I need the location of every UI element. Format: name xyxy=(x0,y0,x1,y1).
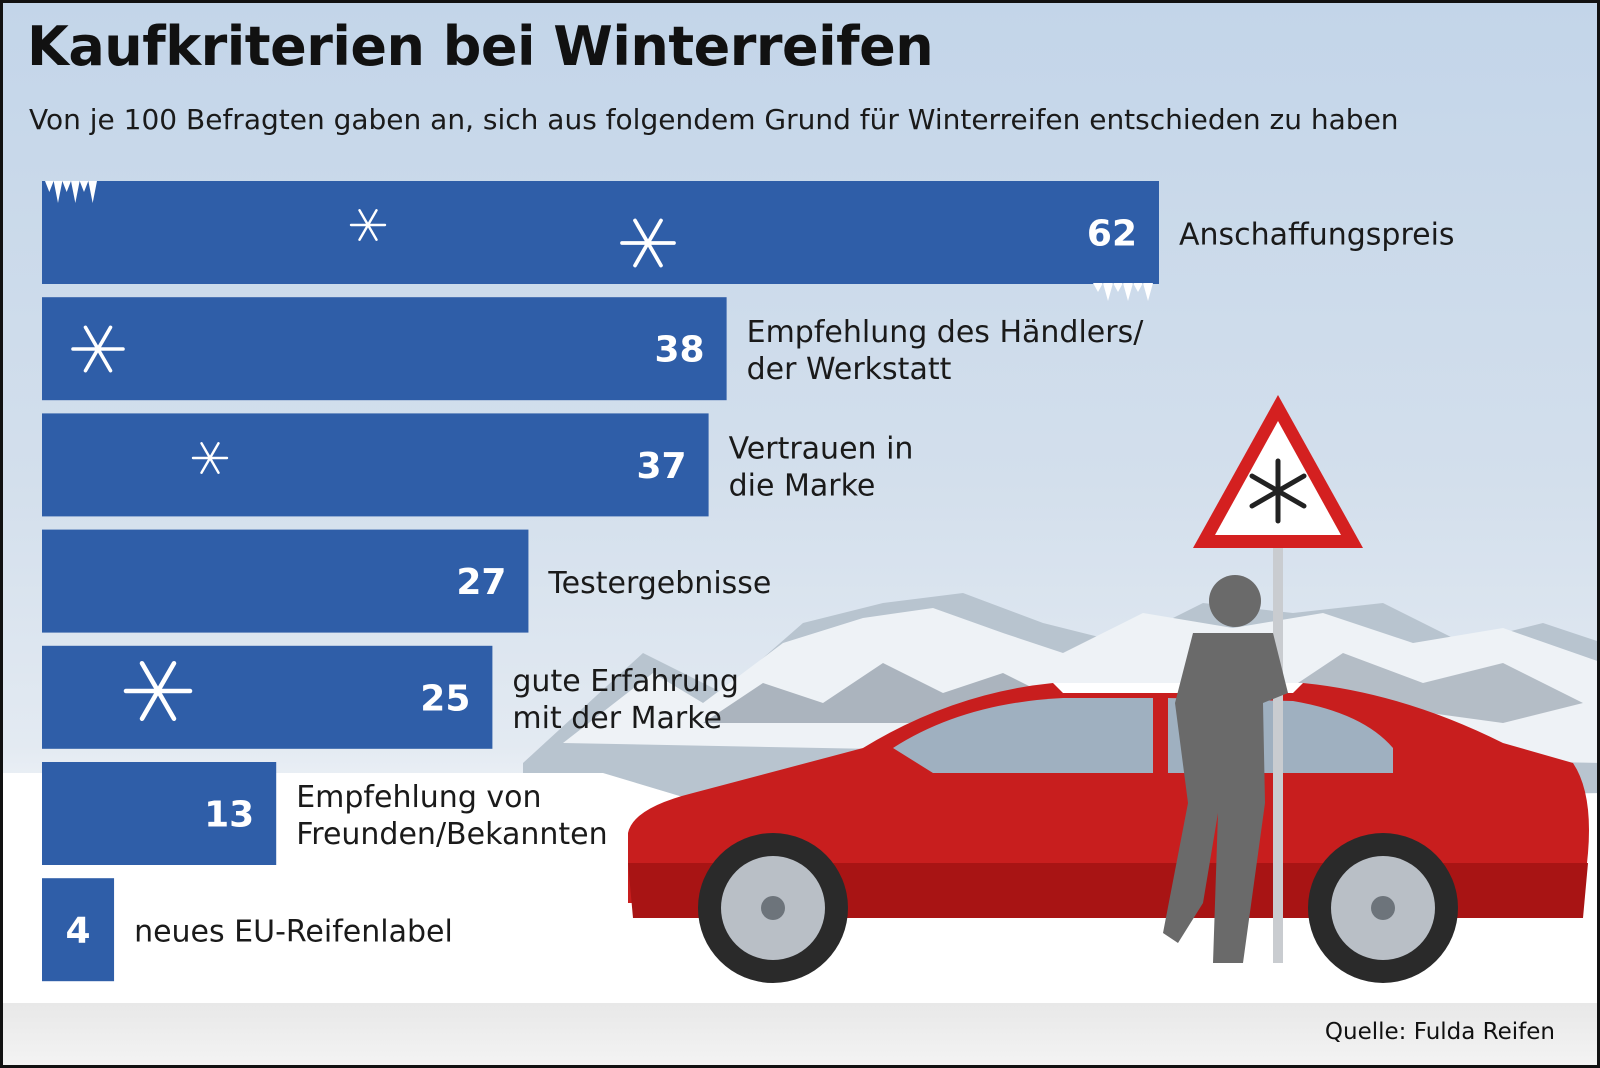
category-label: Empfehlung des Händlers/ xyxy=(747,315,1145,350)
person-silhouette xyxy=(1163,575,1288,963)
snowflake-icon xyxy=(620,218,676,268)
snowflake-icon xyxy=(71,325,125,373)
category-label: Freunden/Bekannten xyxy=(296,817,607,852)
page-subtitle: Von je 100 Befragten gaben an, sich aus … xyxy=(29,103,1399,136)
category-label: der Werkstatt xyxy=(747,352,952,387)
bar-1 xyxy=(42,181,1159,284)
snowflake-icon xyxy=(349,209,387,241)
bottom-strip xyxy=(3,1003,1597,1065)
bar-value-label: 62 xyxy=(1087,214,1137,255)
snowflake-icon xyxy=(191,442,229,474)
icicle-icon xyxy=(45,181,1153,301)
bar-value-label: 27 xyxy=(456,562,506,603)
category-label: die Marke xyxy=(729,468,876,503)
bar-5 xyxy=(42,645,493,749)
bar-value-label: 37 xyxy=(636,446,686,487)
bar-4 xyxy=(42,529,529,633)
category-label: Testergebnisse xyxy=(547,566,771,601)
bar-value-label: 25 xyxy=(420,678,470,719)
bar-2 xyxy=(42,297,727,401)
category-label: neues EU-Reifenlabel xyxy=(134,915,453,950)
category-label: Empfehlung von xyxy=(296,780,541,815)
category-label: mit der Marke xyxy=(512,701,722,736)
category-label: Vertrauen in xyxy=(729,431,914,466)
bar-value-label: 13 xyxy=(204,795,254,836)
bar-3 xyxy=(42,413,709,517)
warning-sign-icon xyxy=(1193,395,1363,963)
category-label: Anschaffungspreis xyxy=(1179,218,1455,253)
snowflake-icon xyxy=(123,661,193,721)
bar-7 xyxy=(42,878,115,982)
bar-chart: 62 Anschaffungspreis 38 Empfehlung des Händ… xyxy=(42,181,1455,982)
bar-value-label: 38 xyxy=(655,330,705,371)
source-credit: Quelle: Fulda Reifen xyxy=(1324,1019,1555,1045)
category-label: gute Erfahrung xyxy=(512,664,738,699)
winter-scene-illustration xyxy=(3,395,1597,1003)
page-title: Kaufkriterien bei Winterreifen xyxy=(27,15,934,78)
bar-value-label: 4 xyxy=(66,911,91,952)
bar-6 xyxy=(42,762,277,865)
